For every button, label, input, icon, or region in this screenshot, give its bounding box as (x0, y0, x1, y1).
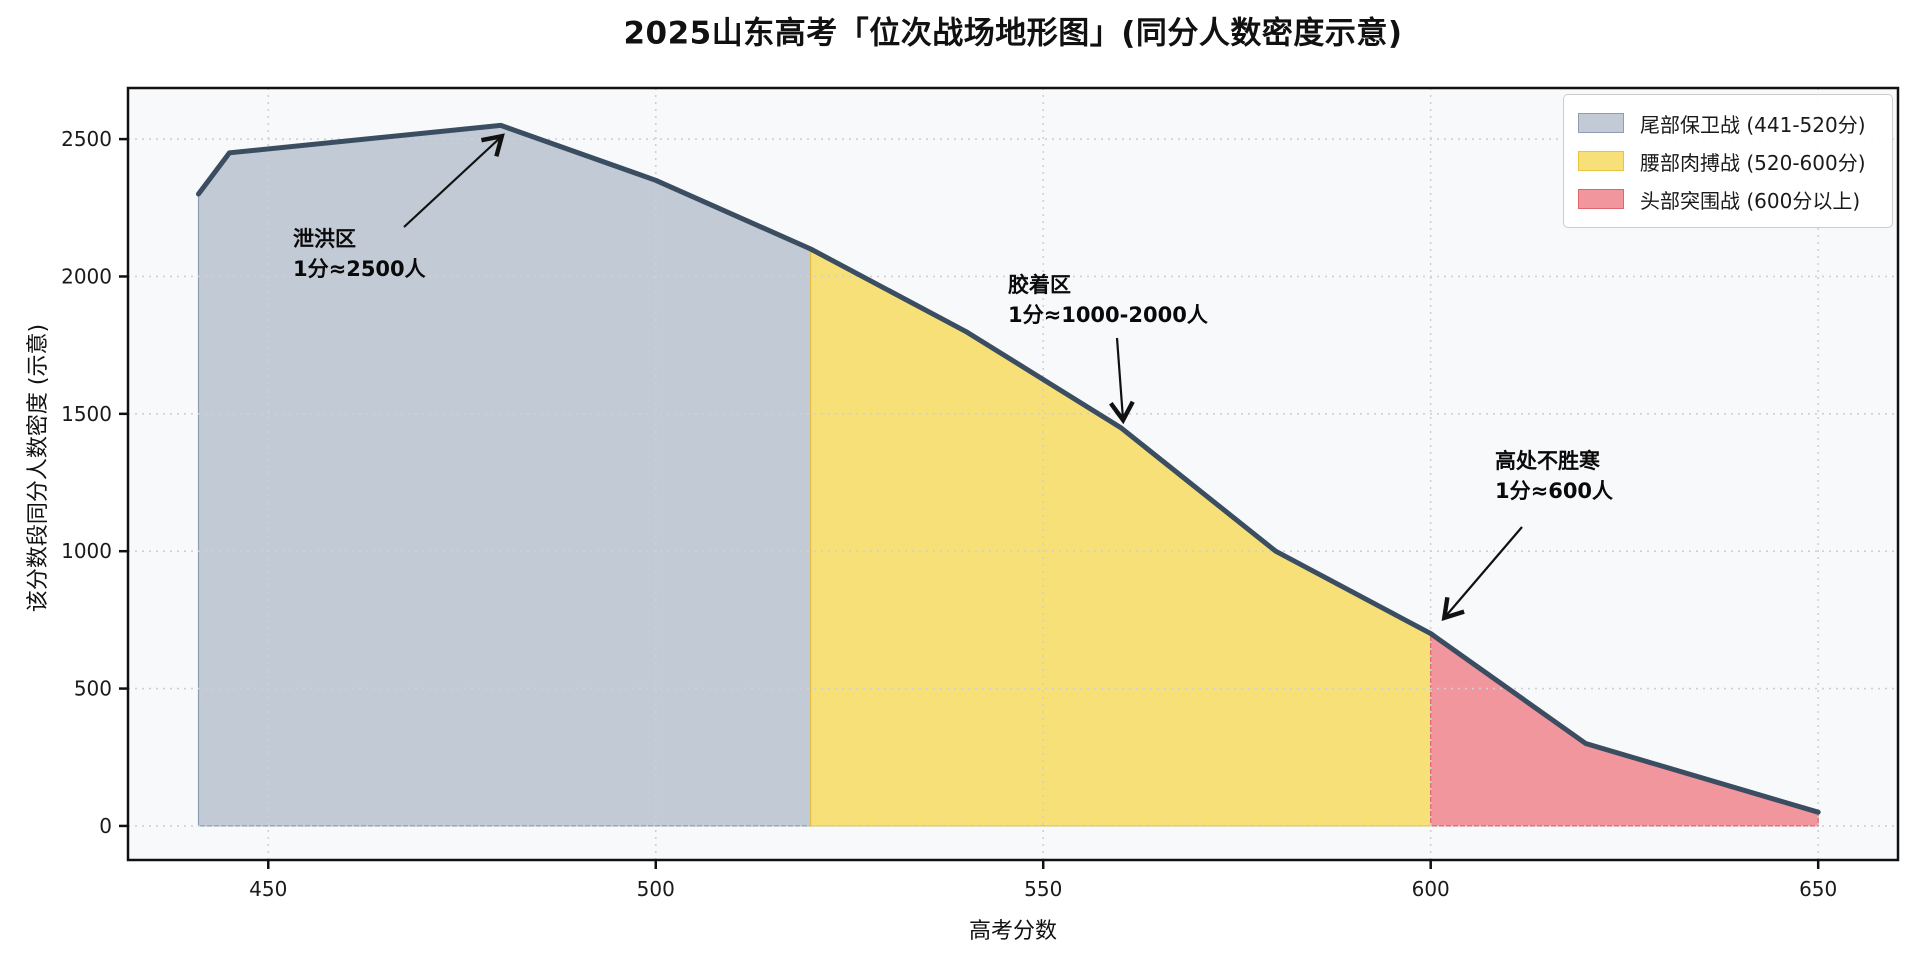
chart-title: 2025山东高考「位次战场地形图」(同分人数密度示意) (623, 15, 1403, 52)
y-axis-label: 该分数段同分人数密度 (示意) (26, 323, 51, 613)
legend-swatch-waist (1578, 151, 1624, 171)
annotation-arrow-high-zone (1441, 526, 1523, 621)
annotation-arrow-stalemate-zone (1109, 337, 1135, 425)
density-line (196, 122, 1821, 815)
legend-swatch-head (1578, 189, 1624, 209)
x-tick-label: 500 (637, 877, 675, 901)
legend-swatch-tail (1578, 113, 1624, 133)
y-tick-label: 1000 (61, 539, 112, 563)
annotation-arrows-group (403, 133, 1523, 621)
x-tick-label: 550 (1024, 877, 1062, 901)
legend-label-head: 头部突围战 (600分以上) (1640, 188, 1861, 213)
legend-item-head: 头部突围战 (600分以上) (1578, 180, 1878, 218)
area-fills-group (197, 124, 1819, 827)
x-tick-label: 650 (1799, 877, 1837, 901)
annotation-arrow-flood-zone (403, 133, 505, 228)
y-tick-label: 2000 (61, 264, 112, 288)
x-axis-label: 高考分数 (968, 919, 1058, 944)
area-region-0 (197, 124, 812, 827)
y-tick-label: 1500 (61, 402, 112, 426)
legend-item-tail: 尾部保卫战 (441-520分) (1578, 104, 1878, 142)
annotation-high-zone: 高处不胜寒 1分≈600人 (1495, 446, 1613, 506)
annotation-high-zone-line1: 高处不胜寒 (1495, 449, 1600, 473)
annotation-stalemate-zone-line1: 胶着区 (1008, 273, 1071, 297)
y-tick-label: 0 (99, 814, 112, 838)
annotation-stalemate-zone: 胶着区 1分≈1000-2000人 (1008, 270, 1208, 330)
ticks-group: 450 500 550 600 650 0 500 1000 1500 2000 2500 (61, 127, 1837, 901)
legend-label-waist: 腰部肉搏战 (520-600分) (1640, 150, 1866, 175)
annotation-stalemate-zone-line2: 1分≈1000-2000人 (1008, 303, 1208, 327)
annotation-flood-zone-line1: 泄洪区 (293, 227, 356, 251)
x-tick-label: 450 (249, 877, 287, 901)
gridlines-group (128, 88, 1898, 860)
density-line-group (196, 122, 1821, 815)
annotation-flood-zone-line2: 1分≈2500人 (293, 257, 426, 281)
annotation-flood-zone: 泄洪区 1分≈2500人 (293, 224, 426, 284)
axes-frame (126, 86, 1900, 862)
legend: 尾部保卫战 (441-520分) 腰部肉搏战 (520-600分) 头部突围战 … (1563, 94, 1893, 228)
y-tick-label: 500 (74, 677, 112, 701)
legend-item-waist: 腰部肉搏战 (520-600分) (1578, 142, 1878, 180)
legend-label-tail: 尾部保卫战 (441-520分) (1640, 112, 1866, 137)
annotation-high-zone-line2: 1分≈600人 (1495, 479, 1614, 503)
y-tick-label: 2500 (61, 127, 112, 151)
x-tick-label: 600 (1412, 877, 1450, 901)
